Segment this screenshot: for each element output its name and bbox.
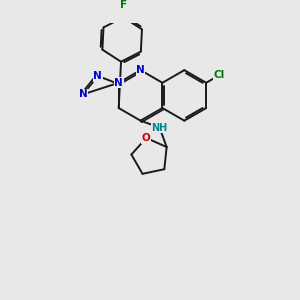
Text: Cl: Cl bbox=[214, 70, 225, 80]
Text: O: O bbox=[142, 133, 151, 143]
Text: F: F bbox=[120, 0, 128, 10]
Text: N: N bbox=[93, 71, 102, 81]
Text: N: N bbox=[114, 78, 123, 88]
Text: NH: NH bbox=[152, 123, 168, 133]
Text: N: N bbox=[79, 89, 87, 99]
Text: N: N bbox=[136, 65, 145, 75]
